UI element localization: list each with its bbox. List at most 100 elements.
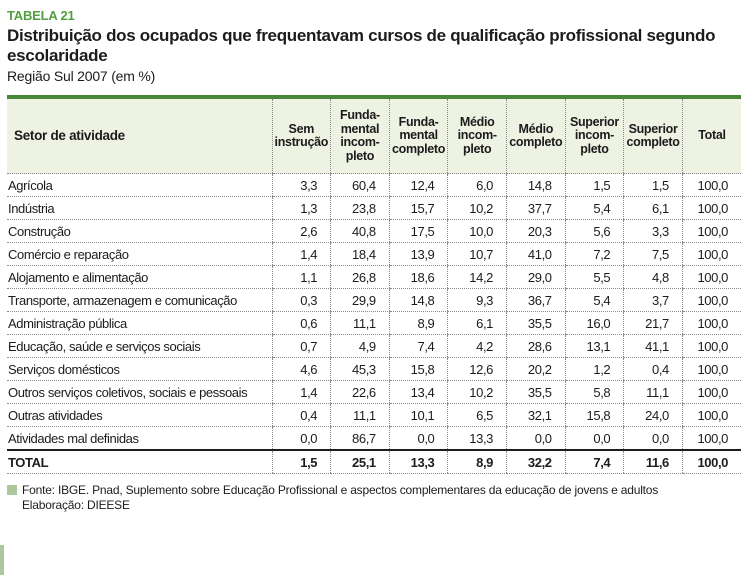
value-cell: 40,8 [330,219,390,243]
value-cell: 1,5 [271,449,331,474]
sector-label: Atividades mal definidas [7,426,272,451]
table-row: Agrícola 3,3 60,4 12,4 6,0 14,8 1,5 1,5 100,0 [7,173,741,197]
value-cell: 86,7 [330,426,390,451]
value-cell: 32,2 [506,449,566,474]
value-cell: 14,8 [388,288,448,312]
value-cell: 1,5 [623,173,683,197]
value-cell: 13,9 [388,242,448,266]
column-header-superior-incompleto: Superior incom- pleto [564,97,624,174]
value-cell: 0,6 [271,311,331,335]
column-header-superior-completo: Superior completo [623,97,683,174]
sector-label: Comércio e reparação [7,242,272,266]
value-cell: 28,6 [506,334,566,358]
value-cell: 100,0 [681,288,741,312]
value-cell: 3,7 [623,288,683,312]
value-cell: 3,3 [271,173,331,197]
value-cell: 4,8 [623,265,683,289]
value-cell: 100,0 [681,380,741,404]
value-cell: 15,8 [564,403,624,427]
value-cell: 10,0 [447,219,507,243]
value-cell: 100,0 [681,219,741,243]
value-cell: 13,3 [447,426,507,451]
value-cell: 13,3 [388,449,448,474]
value-cell: 7,4 [388,334,448,358]
value-cell: 100,0 [681,426,741,451]
value-cell: 1,3 [271,196,331,220]
value-cell: 100,0 [681,265,741,289]
table-row: Educação, saúde e serviços sociais 0,7 4,9… [7,334,741,358]
value-cell: 100,0 [681,334,741,358]
value-cell: 36,7 [506,288,566,312]
value-cell: 1,2 [564,357,624,381]
value-cell: 11,6 [623,449,683,474]
column-header-sem-instrucao: Sem instrução [271,97,331,174]
value-cell: 13,4 [388,380,448,404]
value-cell: 11,1 [330,311,390,335]
value-cell: 14,8 [506,173,566,197]
value-cell: 18,4 [330,242,390,266]
value-cell: 100,0 [681,357,741,381]
value-cell: 0,7 [271,334,331,358]
value-cell: 35,5 [506,380,566,404]
value-cell: 10,2 [447,380,507,404]
column-header-medio-completo: Médio completo [506,97,566,174]
value-cell: 5,6 [564,219,624,243]
source-line: Fonte: IBGE. Pnad, Suplemento sobre Educ… [22,483,659,497]
value-cell: 5,4 [564,196,624,220]
value-cell: 5,4 [564,288,624,312]
value-cell: 100,0 [681,449,741,474]
table-row: Alojamento e alimentação 1,1 26,8 18,6 14,2 2… [7,265,741,289]
table-row: Serviços domésticos 4,6 45,3 15,8 12,6 20,2 1,… [7,357,741,381]
elaboration-line: Elaboração: DIEESE [22,498,130,512]
sector-label: Transporte, armazenagem e comunicação [7,288,272,312]
value-cell: 0,4 [623,357,683,381]
value-cell: 0,0 [506,426,566,451]
value-cell: 0,0 [388,426,448,451]
value-cell: 6,1 [447,311,507,335]
value-cell: 17,5 [388,219,448,243]
value-cell: 10,2 [447,196,507,220]
value-cell: 1,5 [564,173,624,197]
value-cell: 45,3 [330,357,390,381]
value-cell: 1,1 [271,265,331,289]
value-cell: 0,0 [623,426,683,451]
value-cell: 7,5 [623,242,683,266]
value-cell: 2,6 [271,219,331,243]
page-title: Distribuição dos ocupados que frequentav… [7,26,716,65]
value-cell: 4,6 [271,357,331,381]
table-row: Construção 2,6 40,8 17,5 10,0 20,3 5,6 3,3 100,0 [7,219,741,243]
column-header-setor-de-atividade: Setor de atividade [7,97,272,174]
table-row: Outros serviços coletivos, sociais e pes… [7,380,741,404]
value-cell: 4,9 [330,334,390,358]
value-cell: 10,7 [447,242,507,266]
value-cell: 41,1 [623,334,683,358]
header-row: Setor de atividade Sem instrução Funda- … [7,97,741,174]
table-row: Administração pública 0,6 11,1 8,9 6,1 35,5 16… [7,311,741,335]
value-cell: 16,0 [564,311,624,335]
value-cell: 20,2 [506,357,566,381]
column-header-medio-incompleto: Médio incom- pleto [447,97,507,174]
value-cell: 1,4 [271,242,331,266]
value-cell: 11,1 [623,380,683,404]
sector-label: TOTAL [7,449,272,474]
value-cell: 5,5 [564,265,624,289]
value-cell: 18,6 [388,265,448,289]
value-cell: 22,6 [330,380,390,404]
sector-label: Outros serviços coletivos, sociais e pes… [7,380,272,404]
source-bullet-icon [7,485,17,495]
sector-label: Educação, saúde e serviços sociais [7,334,272,358]
column-header-fundamental-completo: Funda- mental completo [388,97,448,174]
value-cell: 5,8 [564,380,624,404]
value-cell: 10,1 [388,403,448,427]
value-cell: 12,6 [447,357,507,381]
value-cell: 8,9 [447,449,507,474]
value-cell: 7,4 [564,449,624,474]
value-cell: 100,0 [681,173,741,197]
value-cell: 15,8 [388,357,448,381]
column-header-fundamental-incompleto: Funda- mental incom- pleto [330,97,390,174]
value-cell: 26,8 [330,265,390,289]
value-cell: 0,0 [271,426,331,451]
value-cell: 24,0 [623,403,683,427]
value-cell: 29,9 [330,288,390,312]
